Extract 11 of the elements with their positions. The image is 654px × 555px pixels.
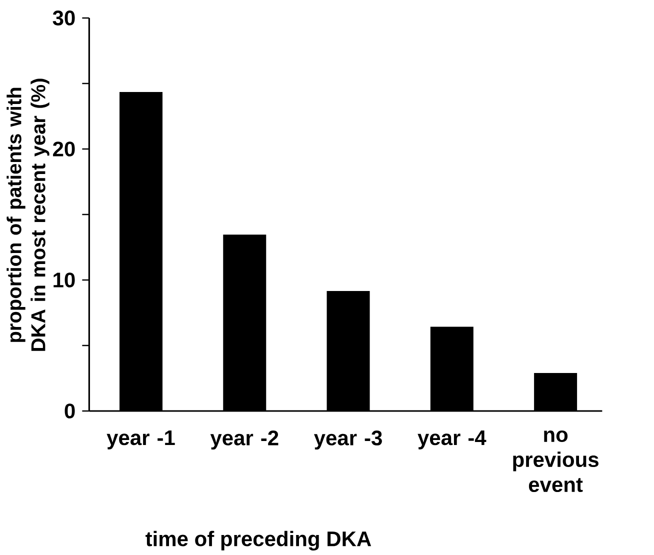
y-tick-label: 30: [52, 10, 75, 26]
x-tick-label: year -3: [314, 430, 382, 450]
y-axis-title: proportion of patients with DKA in most recent year (%): [6, 78, 50, 351]
x-tick-label: no previous event: [513, 430, 598, 492]
x-tick-label: year -2: [210, 430, 278, 450]
y-tick-label: 20: [53, 142, 75, 156]
x-axis-title: time of preceding DKA: [146, 530, 372, 551]
y-tick-label: 0: [64, 404, 75, 418]
x-tick-label: year -4: [418, 430, 486, 450]
y-tick-label: 10: [54, 272, 75, 288]
x-tick-label: year -1: [106, 430, 175, 450]
